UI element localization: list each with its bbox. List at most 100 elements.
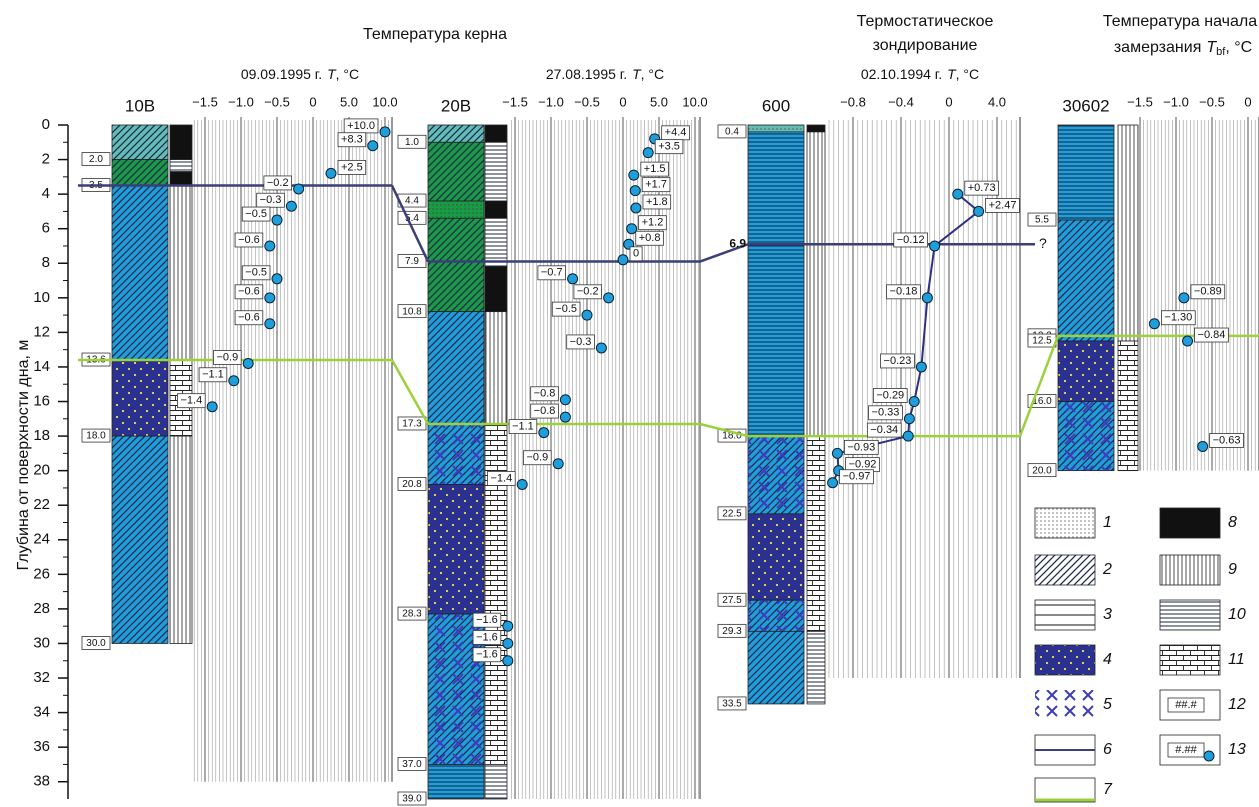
x-tick-label: 10.0 [682,94,707,109]
probe-title: Термостатическое [857,13,994,30]
layer [484,217,508,268]
point-label-box [1194,327,1229,343]
layer [1117,124,1139,342]
x-tick-label: 5.0 [650,94,668,109]
point-label-box [1209,433,1244,448]
depth-label: 2.0 [89,154,103,165]
legend-swatch [1035,690,1095,720]
layer [427,764,485,800]
x-tick-label: −1.0 [538,94,564,109]
layer [748,600,804,632]
layer [427,311,485,425]
y-tick-label: 24 [33,531,50,548]
temperature-point [502,655,514,667]
point-label-box [508,419,538,435]
layer [484,266,508,313]
temperature-point [626,223,638,235]
temperature-point [921,292,933,304]
point-label: −0.33 [872,407,900,419]
temperature-point [929,240,941,252]
point-label-box [523,450,552,466]
legend-label: 10 [1228,606,1246,623]
temperature-point [538,427,550,439]
x-tick-label: 0 [1244,94,1251,109]
depth-label: 18.0 [722,431,742,442]
date: 27.08.1995 г. [546,66,627,82]
layer [1057,124,1115,221]
temperature-point [973,205,985,217]
legend-swatch [1034,599,1096,631]
depth-label: 22.5 [722,508,742,519]
y-tick-label: 6 [42,220,50,237]
y-tick-label: 38 [33,773,50,790]
y-tick-label: 22 [33,496,50,513]
point-label: 0 [633,248,639,260]
x-tick-label: 5.0 [340,94,358,109]
freeze-title: Температура начала [1103,13,1257,30]
layer [111,159,169,186]
point-label-box [638,215,667,231]
depth-label-box [397,757,427,771]
boundary-connector [699,243,749,263]
y-tick-label: 8 [42,254,50,271]
date: 09.09.1995 г. [241,66,322,82]
probe-title: зондирование [873,37,978,54]
point-label-box [241,206,271,222]
legend-swatch [1034,644,1096,676]
point-label-box [868,405,903,421]
temperature-point [595,342,607,354]
layer [484,200,508,219]
date: 02.10.1994 г. [861,66,942,82]
y-tick-label: 32 [33,669,50,686]
layer [111,185,169,361]
depth-label-box [717,124,747,139]
temperature-point [264,240,276,252]
layer [806,124,826,133]
depth-label: 27.5 [722,595,742,606]
depth-label: 20.8 [402,479,422,490]
depth-label: 33.5 [722,699,742,710]
x-tick-label: −1.5 [192,94,218,109]
x-tick-label: −1.5 [1127,94,1153,109]
point-label-box [551,301,581,317]
point-label-box [234,284,264,300]
point-label-box [893,232,928,248]
point-label: +1.5 [644,163,666,175]
legend-label: 2 [1102,561,1112,578]
point-label: −0.7 [541,267,563,279]
temperature-point [827,477,839,489]
depth-label: 5.5 [1035,215,1049,226]
temperature-point [902,430,914,442]
depth-label-box [397,606,427,621]
point-label: −0.12 [897,234,925,246]
scale-date: 27.08.1995 г. T, °C [546,66,664,82]
depth-label: 0.4 [725,127,739,138]
layer [806,131,826,437]
layer [111,359,169,437]
point-label-box [530,386,559,402]
temperature-point [285,200,297,212]
depth-label: 12.5 [1032,336,1052,347]
layer [169,185,193,361]
layer [427,484,485,615]
x-tick-label: −0.5 [574,94,600,109]
point-label: −0.9 [216,351,238,363]
depth-label: 30.0 [86,638,106,649]
depth-label: 37.0 [402,759,422,770]
depth-label-box [397,416,427,431]
point-label: −0.5 [555,303,577,315]
boundary-note: ? [1039,235,1047,251]
core-title: Температура керна [363,26,507,43]
boundary-connector [699,422,749,438]
depth-label-box [397,477,427,491]
temperature-point [271,273,283,285]
point-label: −1.4 [490,472,512,484]
point-label-box [263,175,293,191]
point-label: +0.73 [968,182,996,194]
point-label: −1.1 [512,421,534,433]
depth-label: 39.0 [402,794,422,805]
point-label: +8.3 [341,134,363,146]
depth-label-box [81,636,111,650]
borehole-name: 30602 [1062,96,1109,115]
